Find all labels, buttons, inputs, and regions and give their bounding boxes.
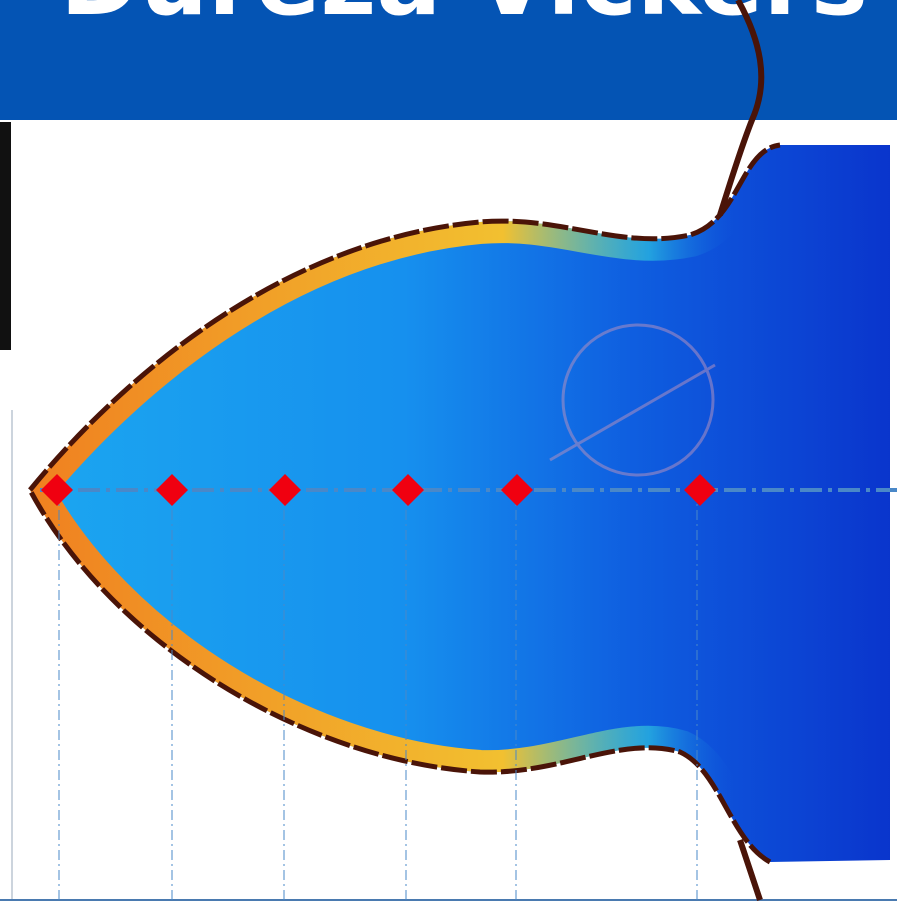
indent-mark [549,323,716,477]
lead-wire [717,0,765,216]
point [269,474,301,506]
measure-points [41,474,716,506]
point [392,474,424,506]
slide-title: Dureza Vickers [60,0,868,37]
point [684,474,716,506]
point [501,474,533,506]
outline [27,142,781,865]
hardness-map [30,145,890,862]
left-edge [0,122,11,350]
point [41,474,73,506]
point [156,474,188,506]
lead-wire [737,839,763,901]
guides [58,490,698,900]
